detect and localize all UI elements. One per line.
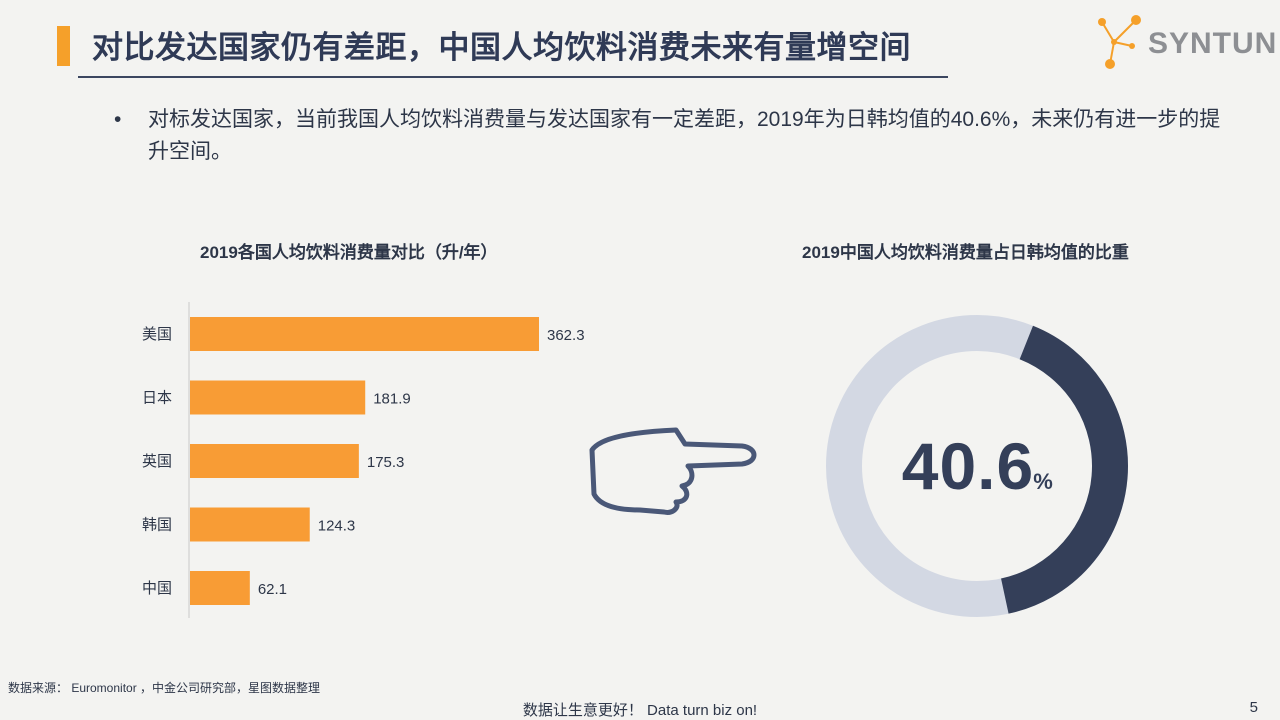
footer-slogan: 数据让生意更好！ Data turn biz on!: [522, 702, 758, 719]
bar-4: [190, 571, 250, 605]
donut-center-value: 40.6: [902, 429, 1034, 503]
bar-3: [190, 507, 310, 542]
logo-text: SYNTUN: [1148, 27, 1278, 60]
bullet-marker: •: [114, 108, 122, 131]
bar-value-label: 181.9: [373, 391, 411, 408]
category-label: 美国: [142, 326, 172, 343]
bar-2: [190, 444, 359, 478]
bar-0: [190, 317, 539, 351]
page-number: 5: [1249, 699, 1258, 716]
data-source: 数据来源： Euromonitor ，中金公司研究部，星图数据整理: [8, 681, 321, 695]
summary-text: 对标发达国家，当前我国人均饮料消费量与发达国家有一定差距，2019年为日韩均值的…: [148, 108, 1221, 163]
page-title: 对比发达国家仍有差距，中国人均饮料消费未来有量增空间: [92, 30, 911, 65]
category-label: 英国: [142, 452, 172, 470]
category-label: 日本: [142, 390, 172, 407]
bar-chart-title: 2019各国人均饮料消费量对比（升/年）: [200, 243, 498, 262]
pointing-hand-icon: [589, 427, 757, 515]
bar-value-label: 362.3: [547, 327, 585, 344]
donut-chart-title: 2019中国人均饮料消费量占日韩均值的比重: [802, 243, 1129, 262]
title-divider: [78, 76, 948, 78]
syntun-logo-icon: [1098, 15, 1141, 69]
donut-chart: 40.6 %: [826, 315, 1128, 617]
donut-value-arc: [1000, 325, 1128, 614]
bar-chart: 美国 362.3 日本 181.9 英国 175.3 韩国 124.3 中国 62.1: [142, 317, 585, 605]
donut-center-unit: %: [1033, 469, 1053, 494]
title-accent-bar: [57, 26, 70, 66]
bar-value-label: 62.1: [258, 581, 287, 598]
category-label: 韩国: [142, 517, 172, 534]
bar-1: [190, 380, 366, 415]
summary-bullet: • 对标发达国家，当前我国人均饮料消费量与发达国家有一定差距，2019年为日韩均…: [114, 104, 1226, 168]
bar-value-label: 175.3: [367, 454, 405, 471]
category-label: 中国: [142, 580, 172, 597]
bar-value-label: 124.3: [318, 518, 356, 535]
